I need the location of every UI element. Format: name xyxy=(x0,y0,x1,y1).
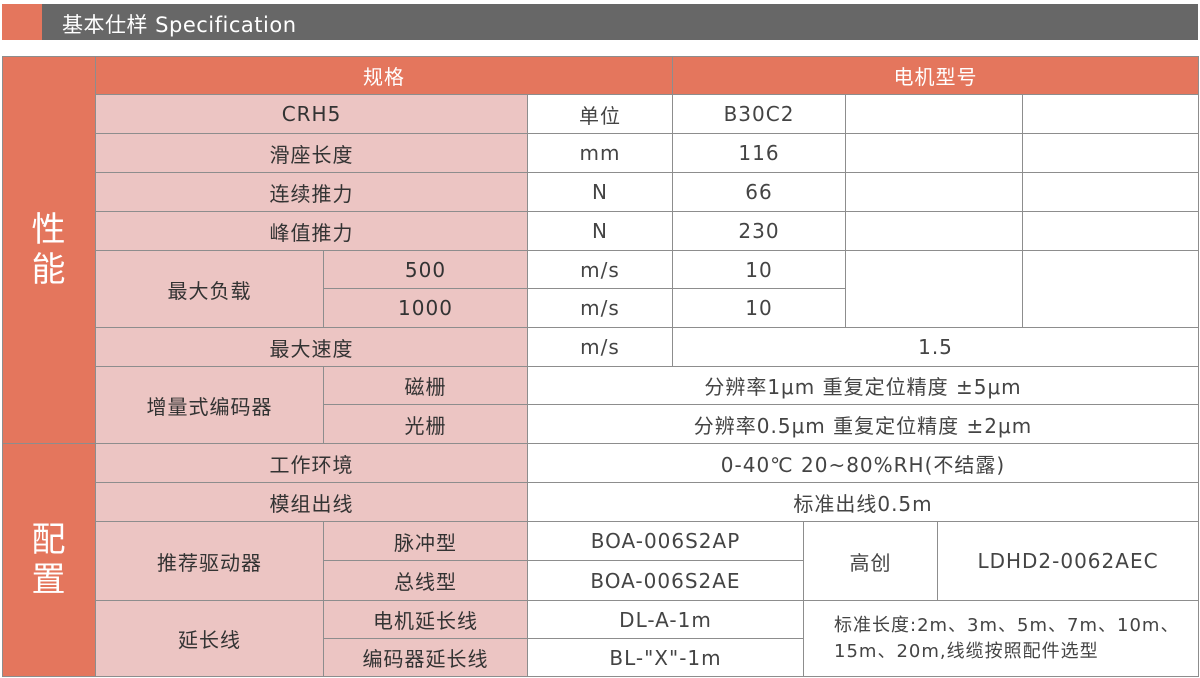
value: BOA-006S2AP xyxy=(527,521,804,561)
empty-cell xyxy=(1022,211,1199,251)
value: 标准出线0.5m xyxy=(527,482,1199,522)
row-label-max-speed: 最大速度 xyxy=(95,327,528,367)
row-label-continuous-thrust: 连续推力 xyxy=(95,172,528,212)
unit-header: 单位 xyxy=(527,94,673,134)
empty-cell xyxy=(845,250,1023,328)
value: 10 xyxy=(672,250,846,289)
sub-label: 1000 xyxy=(323,288,528,328)
row-label-cable-out: 模组出线 xyxy=(95,482,528,522)
extension-note: 标准长度:2m、3m、5m、7m、10m、15m、20m,线缆按照配件选型 xyxy=(803,600,1199,677)
unit: mm xyxy=(527,133,673,173)
empty-cell xyxy=(845,133,1023,173)
sub-label: 总线型 xyxy=(323,560,528,601)
header-spec: 规格 xyxy=(95,56,673,95)
driver-brand-model: LDHD2-0062AEC xyxy=(937,521,1199,601)
unit: m/s xyxy=(527,250,673,289)
sub-label: 编码器延长线 xyxy=(323,638,528,677)
value: 0-40℃ 20~80%RH(不结露) xyxy=(527,443,1199,483)
row-label-model: CRH5 xyxy=(95,94,528,134)
row-label-environment: 工作环境 xyxy=(95,443,528,483)
value: 230 xyxy=(672,211,846,251)
sub-label: 电机延长线 xyxy=(323,600,528,639)
value: DL-A-1m xyxy=(527,600,804,639)
empty-cell xyxy=(1022,250,1199,328)
empty-cell xyxy=(1022,94,1199,134)
row-label-max-load: 最大负载 xyxy=(95,250,324,328)
value: 116 xyxy=(672,133,846,173)
unit: m/s xyxy=(527,327,673,367)
value: 分辨率1μm 重复定位精度 ±5μm xyxy=(527,366,1199,405)
empty-cell xyxy=(845,211,1023,251)
header-motor-model: 电机型号 xyxy=(672,56,1199,95)
group-performance: 性 能 xyxy=(2,56,96,444)
value: BL-"X"-1m xyxy=(527,638,804,677)
unit: N xyxy=(527,172,673,212)
row-label-encoder: 增量式编码器 xyxy=(95,366,324,444)
sub-label: 500 xyxy=(323,250,528,289)
section-header: 基本仕样 Specification xyxy=(2,4,1198,40)
sub-label: 脉冲型 xyxy=(323,521,528,561)
driver-brand: 高创 xyxy=(803,521,938,601)
value: 66 xyxy=(672,172,846,212)
unit: N xyxy=(527,211,673,251)
empty-cell xyxy=(1022,172,1199,212)
row-label-driver: 推荐驱动器 xyxy=(95,521,324,601)
row-label-slider-length: 滑座长度 xyxy=(95,133,528,173)
empty-cell xyxy=(1022,133,1199,173)
row-label-peak-thrust: 峰值推力 xyxy=(95,211,528,251)
model-value: B30C2 xyxy=(672,94,846,134)
sub-label: 磁栅 xyxy=(323,366,528,405)
value: 10 xyxy=(672,288,846,328)
empty-cell xyxy=(845,94,1023,134)
section-accent xyxy=(2,4,42,40)
empty-cell xyxy=(845,172,1023,212)
value: BOA-006S2AE xyxy=(527,560,804,601)
section-title: 基本仕样 Specification xyxy=(62,13,297,37)
value: 1.5 xyxy=(672,327,1199,367)
sub-label: 光栅 xyxy=(323,404,528,444)
unit: m/s xyxy=(527,288,673,328)
group-configuration: 配 置 xyxy=(2,443,96,677)
value: 分辨率0.5μm 重复定位精度 ±2μm xyxy=(527,404,1199,444)
row-label-extension: 延长线 xyxy=(95,600,324,677)
